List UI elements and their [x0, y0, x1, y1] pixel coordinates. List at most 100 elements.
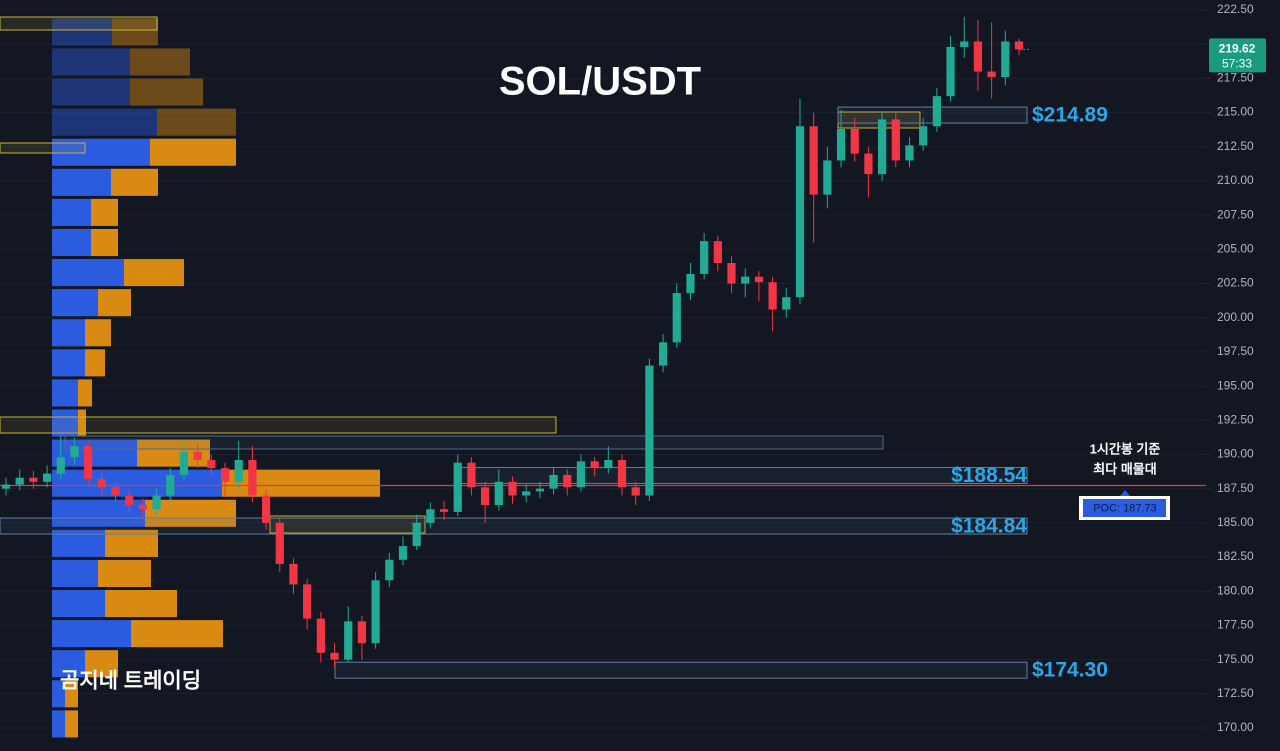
profile-buy	[52, 78, 130, 106]
level-box	[334, 661, 1028, 679]
candle-body	[398, 546, 408, 560]
candle-body	[754, 276, 764, 283]
candle-body	[412, 522, 421, 547]
y-tick-label: 200.00	[1217, 310, 1254, 324]
y-tick-label: 212.50	[1217, 139, 1254, 153]
profile-buy	[52, 319, 85, 347]
candle-body	[29, 477, 38, 482]
profile-sell	[65, 710, 78, 738]
candle-body	[330, 652, 339, 660]
y-tick-label: 182.50	[1217, 549, 1254, 563]
candle-body	[645, 365, 654, 496]
profile-sell	[131, 620, 223, 648]
y-tick-label: 170.00	[1217, 720, 1254, 734]
profile-buy	[52, 650, 85, 678]
y-tick-label: 172.50	[1217, 686, 1254, 700]
level-box	[0, 517, 1028, 535]
y-tick-label: 217.50	[1217, 71, 1254, 85]
y-tick-label: 222.50	[1217, 2, 1254, 16]
profile-buy	[52, 590, 105, 618]
candle-body	[809, 126, 818, 195]
candle-body	[1014, 41, 1024, 50]
profile-sell	[98, 289, 131, 317]
candle-body	[631, 487, 640, 496]
price-axis: 170.00 172.50 175.00 177.50 180.00 182.50 185.…	[1019, 2, 1266, 734]
y-tick-label: 205.00	[1217, 242, 1254, 256]
watermark: 곰지네 트레이딩	[60, 670, 201, 693]
candle-body	[344, 621, 353, 660]
candle-body	[494, 481, 503, 506]
candle-body	[768, 282, 777, 310]
profile-buy	[52, 469, 222, 497]
candle-body	[864, 153, 873, 175]
candle-body	[891, 119, 900, 161]
candle-body	[138, 505, 147, 510]
candle-body	[604, 459, 613, 469]
profile-sell	[78, 379, 92, 407]
profile-buy	[52, 108, 157, 136]
level-label: $184.84	[951, 515, 1027, 538]
poc-box	[1083, 499, 1166, 517]
candle-body	[234, 459, 243, 482]
candle-body	[111, 487, 120, 496]
candle-body	[481, 487, 490, 506]
candle-body	[508, 481, 517, 496]
profile-buy	[52, 228, 91, 257]
profile-buy	[52, 710, 65, 738]
poc-note: 최다 매물대	[1093, 461, 1156, 476]
countdown: 57:33	[1222, 57, 1252, 71]
candle-body	[850, 128, 859, 154]
poc-pointer	[1120, 490, 1130, 496]
y-tick-label: 185.00	[1217, 515, 1254, 529]
y-tick-label: 177.50	[1217, 618, 1254, 632]
candle-body	[700, 241, 709, 274]
zone-box	[64, 435, 884, 450]
candle-body	[385, 559, 394, 581]
candle-body	[207, 459, 216, 469]
candle-body	[522, 491, 531, 496]
candle-body	[905, 145, 914, 161]
last-price-label: 219.62	[1219, 42, 1256, 56]
profile-sell	[85, 319, 111, 347]
candle-body	[179, 451, 189, 475]
y-tick-label: 190.00	[1217, 447, 1254, 461]
candle-body	[70, 446, 79, 458]
zones	[0, 16, 921, 534]
zone-box	[0, 16, 158, 31]
candle-body	[782, 297, 791, 310]
chart-title: SOL/USDT	[499, 60, 701, 104]
profile-buy	[52, 259, 124, 287]
candle-body	[15, 477, 24, 485]
candle-body	[220, 468, 230, 482]
profile-sell	[112, 18, 158, 46]
level-box	[459, 466, 1028, 484]
profile-sell	[91, 198, 118, 226]
candle-body	[563, 474, 572, 488]
profile-sell	[130, 48, 190, 76]
candle-body	[467, 462, 476, 488]
candle-body	[590, 461, 599, 469]
y-tick-label: 210.00	[1217, 173, 1254, 187]
y-tick-label: 192.50	[1217, 412, 1254, 426]
level-box	[837, 106, 1028, 124]
profile-sell	[150, 138, 236, 166]
last-price-box	[1209, 38, 1266, 73]
profile-sell	[130, 78, 203, 106]
level-label: $214.89	[1032, 104, 1108, 127]
candle-body	[727, 263, 736, 284]
y-tick-label: 215.00	[1217, 105, 1254, 119]
candle-body	[919, 126, 928, 146]
y-tick-label: 195.00	[1217, 378, 1254, 392]
y-tick-label: 175.00	[1217, 652, 1254, 666]
candle-body	[1, 484, 11, 489]
y-tick-label: 207.50	[1217, 207, 1254, 221]
profile-buy	[52, 48, 130, 76]
profile-sell	[78, 409, 86, 437]
candle-body	[932, 96, 941, 127]
profile-buy	[52, 18, 112, 46]
candle-body	[289, 563, 298, 585]
candle-body	[617, 459, 627, 488]
level-label: $188.54	[951, 464, 1027, 487]
profile-buy	[52, 680, 65, 708]
